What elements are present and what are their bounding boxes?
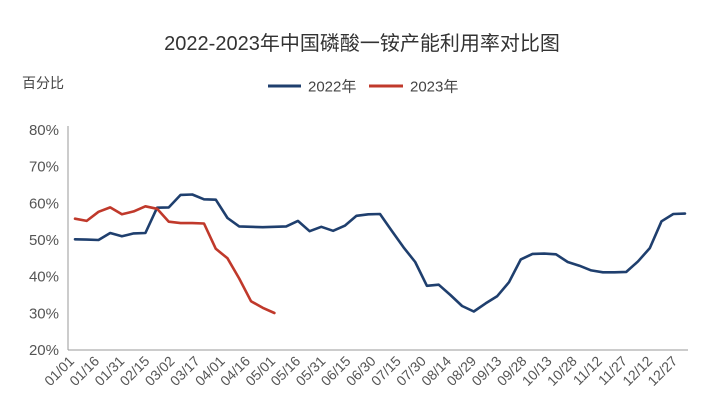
legend-label-2023: 2023年 [410, 79, 458, 96]
legend-label-2022: 2022年 [308, 79, 356, 96]
series-lines [73, 193, 687, 315]
y-tick-label: 20% [29, 342, 59, 359]
y-tick-label: 50% [29, 232, 59, 249]
x-tick-label: 12/27 [644, 353, 680, 389]
y-tick-label: 40% [29, 269, 59, 286]
series-line-2023 [73, 205, 276, 315]
legend: 2022年 2023年 [268, 79, 458, 96]
series-line-2022 [73, 193, 687, 313]
y-tick-label: 30% [29, 305, 59, 322]
y-axis-label: 百分比 [22, 75, 64, 91]
chart-title: 2022-2023年中国磷酸一铵产能利用率对比图 [164, 32, 560, 55]
y-tick-label: 70% [29, 159, 59, 176]
x-axis-ticks: 01/0101/1601/3102/1503/0203/1704/0104/16… [41, 353, 681, 389]
y-tick-label: 60% [29, 195, 59, 212]
y-axis-ticks: 20% 30% 40% 50% 60% 70% 80% [29, 122, 59, 359]
y-tick-label: 80% [29, 122, 59, 139]
